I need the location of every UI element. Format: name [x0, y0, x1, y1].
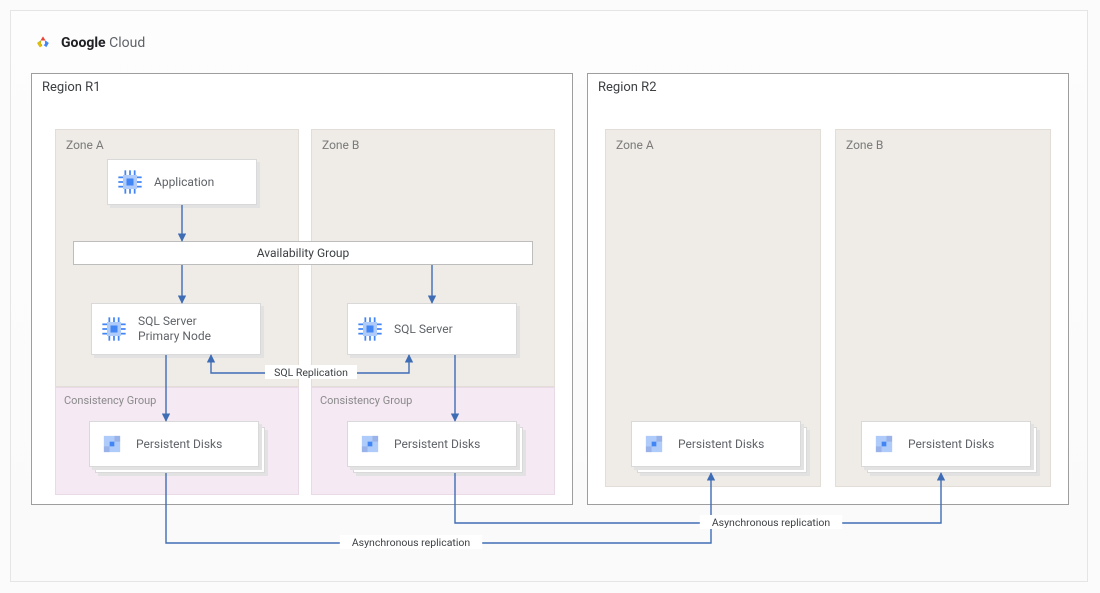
node-sql-primary: SQL Server Primary Node — [91, 303, 261, 355]
compute-engine-icon — [356, 315, 384, 343]
zone-r1-b-label: Zone B — [322, 138, 359, 152]
node-sql-primary-label: SQL Server Primary Node — [138, 314, 211, 344]
node-sql-secondary-label: SQL Server — [394, 322, 453, 337]
node-persistent-disks-r1a: Persistent Disks — [89, 421, 259, 467]
consistency-group-2-label: Consistency Group — [320, 394, 412, 407]
node-availability-group: Availability Group — [73, 241, 533, 265]
brand-label: Google Cloud — [61, 35, 145, 51]
node-availability-group-label: Availability Group — [257, 246, 350, 260]
node-pd4-label: Persistent Disks — [908, 437, 994, 452]
gcp-header: Google Cloud — [33, 33, 145, 53]
node-pd2-label: Persistent Disks — [394, 437, 480, 452]
node-persistent-disks-r1b: Persistent Disks — [347, 421, 517, 467]
zone-r2-a-label: Zone A — [616, 138, 654, 152]
node-persistent-disks-r2a: Persistent Disks — [631, 421, 801, 467]
persistent-disk-icon — [640, 430, 668, 458]
node-sql-secondary: SQL Server — [347, 303, 517, 355]
persistent-disk-icon — [98, 430, 126, 458]
svg-text:Asynchronous replication: Asynchronous replication — [352, 536, 471, 549]
persistent-disk-icon — [356, 430, 384, 458]
google-cloud-icon — [33, 33, 53, 53]
zone-r1-a-label: Zone A — [66, 138, 104, 152]
node-application-label: Application — [154, 175, 214, 190]
persistent-disk-icon — [870, 430, 898, 458]
node-application: Application — [107, 159, 257, 205]
node-persistent-disks-r2b: Persistent Disks — [861, 421, 1031, 467]
consistency-group-1-label: Consistency Group — [64, 394, 156, 407]
zone-r2-b-label: Zone B — [846, 138, 883, 152]
compute-engine-icon — [100, 315, 128, 343]
node-pd1-label: Persistent Disks — [136, 437, 222, 452]
compute-engine-icon — [116, 168, 144, 196]
svg-text:Asynchronous replication: Asynchronous replication — [712, 516, 831, 529]
region-r1-label: Region R1 — [42, 80, 101, 95]
region-r2-label: Region R2 — [598, 80, 657, 95]
node-pd3-label: Persistent Disks — [678, 437, 764, 452]
diagram-frame: Google Cloud Region R1 Region R2 Zone A … — [10, 10, 1088, 582]
